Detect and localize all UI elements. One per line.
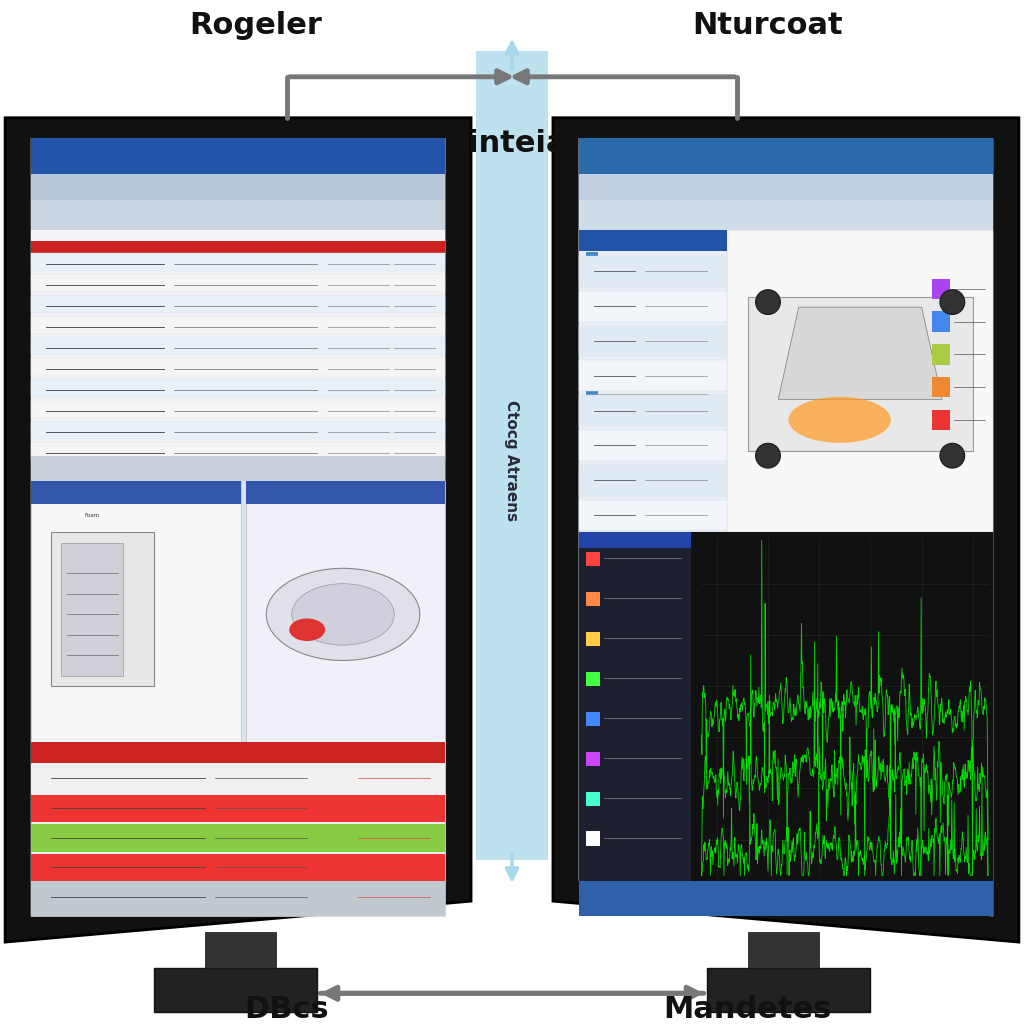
Bar <box>586 712 600 726</box>
Bar <box>586 552 600 566</box>
Polygon shape <box>205 932 276 968</box>
Polygon shape <box>579 500 727 530</box>
Bar <box>586 436 598 449</box>
Polygon shape <box>579 138 993 174</box>
Polygon shape <box>31 174 445 200</box>
Polygon shape <box>31 854 445 882</box>
Polygon shape <box>31 138 445 174</box>
Polygon shape <box>31 337 445 355</box>
Polygon shape <box>31 742 445 916</box>
Circle shape <box>940 290 965 314</box>
Polygon shape <box>5 118 471 942</box>
Polygon shape <box>31 881 445 916</box>
Polygon shape <box>579 360 727 391</box>
Polygon shape <box>579 465 727 496</box>
Polygon shape <box>31 241 445 261</box>
Bar <box>586 482 598 495</box>
Polygon shape <box>31 795 445 822</box>
Circle shape <box>940 443 965 468</box>
Circle shape <box>756 290 780 314</box>
Bar <box>932 311 950 332</box>
Bar <box>586 592 600 606</box>
Polygon shape <box>31 295 445 313</box>
Polygon shape <box>748 297 973 451</box>
Polygon shape <box>579 430 727 461</box>
Polygon shape <box>748 932 819 968</box>
Polygon shape <box>31 824 445 852</box>
Polygon shape <box>31 230 445 481</box>
Polygon shape <box>51 532 154 686</box>
Bar <box>932 410 950 430</box>
Polygon shape <box>579 200 993 230</box>
Polygon shape <box>579 256 727 287</box>
Polygon shape <box>31 884 445 911</box>
Polygon shape <box>727 230 993 532</box>
Polygon shape <box>579 326 727 356</box>
Bar <box>932 279 950 299</box>
Polygon shape <box>31 399 445 418</box>
Polygon shape <box>61 543 123 676</box>
Ellipse shape <box>788 396 891 442</box>
Polygon shape <box>31 315 445 334</box>
Polygon shape <box>707 968 870 1012</box>
Ellipse shape <box>292 584 394 645</box>
Polygon shape <box>579 138 993 916</box>
Polygon shape <box>31 274 445 293</box>
Bar <box>586 298 598 310</box>
Circle shape <box>756 443 780 468</box>
Polygon shape <box>579 532 691 881</box>
Polygon shape <box>579 174 993 200</box>
Polygon shape <box>553 118 1019 942</box>
Text: Foam: Foam <box>85 513 99 518</box>
Polygon shape <box>31 253 445 271</box>
Bar <box>586 672 600 686</box>
Text: Rogeler: Rogeler <box>189 11 323 40</box>
Polygon shape <box>31 421 445 439</box>
Ellipse shape <box>290 618 326 641</box>
Polygon shape <box>579 532 691 548</box>
Polygon shape <box>31 138 445 916</box>
Text: Nturcoat: Nturcoat <box>692 11 844 40</box>
Bar <box>586 390 598 402</box>
Polygon shape <box>154 968 317 1012</box>
Polygon shape <box>31 481 241 742</box>
Polygon shape <box>579 532 993 881</box>
Polygon shape <box>246 481 445 742</box>
Polygon shape <box>31 742 445 763</box>
Bar <box>586 831 600 846</box>
Polygon shape <box>31 200 445 230</box>
Polygon shape <box>579 291 727 322</box>
Polygon shape <box>31 456 445 481</box>
Text: DBcs: DBcs <box>245 995 329 1024</box>
Text: Ctocg Atraens: Ctocg Atraens <box>505 400 519 521</box>
Polygon shape <box>579 230 727 251</box>
Text: Mandetes: Mandetes <box>664 995 831 1024</box>
Ellipse shape <box>266 568 420 660</box>
Polygon shape <box>476 51 548 860</box>
Polygon shape <box>31 358 445 377</box>
Bar <box>586 752 600 766</box>
Polygon shape <box>31 442 445 461</box>
Polygon shape <box>31 765 445 793</box>
Polygon shape <box>579 881 993 916</box>
Polygon shape <box>31 481 241 504</box>
Text: Vinteial: Vinteial <box>446 129 578 158</box>
Bar <box>586 344 598 356</box>
Bar <box>586 252 598 264</box>
Bar <box>586 632 600 646</box>
Polygon shape <box>31 379 445 397</box>
Polygon shape <box>579 230 727 532</box>
Polygon shape <box>246 481 445 504</box>
Polygon shape <box>579 395 727 426</box>
Bar <box>586 792 600 806</box>
Polygon shape <box>778 307 942 399</box>
Bar <box>932 344 950 365</box>
Bar <box>932 377 950 397</box>
